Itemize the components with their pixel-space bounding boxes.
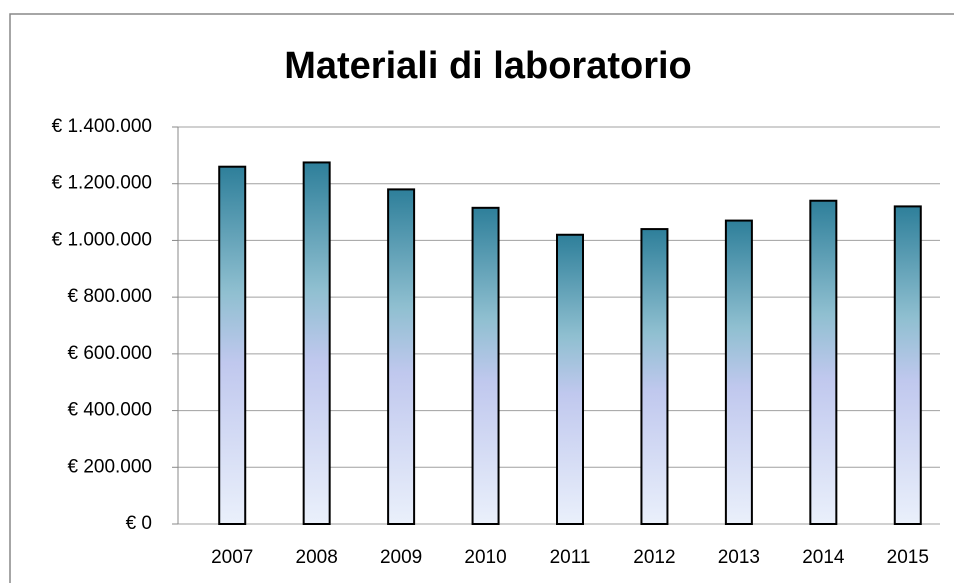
x-tick-label: 2015	[887, 547, 929, 568]
x-tick-label: 2014	[802, 547, 845, 568]
bar	[893, 205, 922, 525]
bar	[471, 206, 500, 525]
y-tick-label: € 0	[126, 513, 152, 534]
bar	[387, 188, 416, 525]
bar	[640, 228, 669, 525]
bar	[809, 199, 838, 525]
y-tick-label: € 800.000	[67, 286, 152, 307]
x-tick-label: 2007	[211, 547, 253, 568]
bar	[556, 233, 584, 525]
y-tick-label: € 600.000	[67, 343, 152, 364]
x-tick-label: 2008	[296, 547, 338, 568]
x-tick-label: 2009	[380, 547, 422, 568]
x-tick-label: 2011	[550, 547, 591, 568]
x-tick-label: 2010	[464, 547, 506, 568]
y-tick-label: € 1.200.000	[52, 173, 152, 194]
y-tick-label: € 200.000	[67, 456, 152, 477]
bar	[724, 219, 753, 525]
y-tick-label: € 1.400.000	[52, 116, 152, 137]
bar	[302, 161, 331, 525]
x-tick-label: 2012	[633, 547, 675, 568]
y-tick-label: € 400.000	[67, 400, 152, 421]
bar	[218, 165, 247, 525]
x-tick-label: 2013	[718, 547, 760, 568]
y-tick-label: € 1.000.000	[52, 229, 152, 250]
chart-title: Materiali di laboratorio	[284, 45, 692, 87]
